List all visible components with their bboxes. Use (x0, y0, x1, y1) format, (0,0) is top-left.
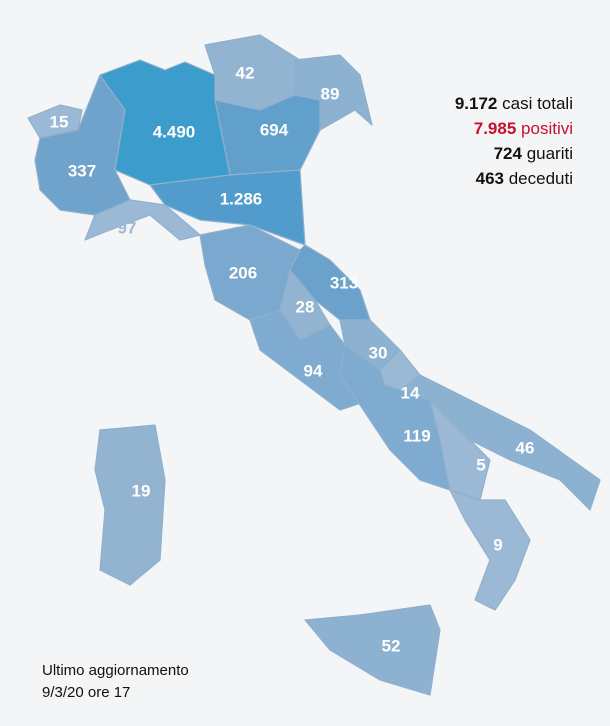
summary: 9.172 casi totali 7.985 positivi 724 gua… (455, 94, 573, 188)
footer-line: Ultimo aggiornamento (42, 662, 189, 679)
sardegna (94, 424, 166, 586)
region-value: 119 (403, 426, 430, 445)
summary-number: 724 (494, 144, 523, 163)
summary-number: 7.985 (474, 119, 517, 138)
summary-label: guariti (527, 144, 573, 163)
region-value: 1.286 (220, 189, 263, 208)
region-value: 19 (132, 481, 151, 500)
region-value: 28 (296, 297, 315, 316)
region-value: 5 (476, 455, 485, 474)
region-value: 337 (68, 161, 96, 180)
region-value: 694 (260, 120, 289, 139)
summary-line: 7.985 positivi (474, 119, 573, 138)
region-value: 30 (369, 343, 388, 362)
region-value: 46 (516, 438, 535, 457)
puglia (399, 374, 601, 511)
regions (27, 34, 601, 696)
basilicata (429, 399, 491, 501)
sicilia (304, 604, 441, 696)
region-value: 9 (493, 535, 502, 554)
liguria (84, 199, 201, 241)
summary-number: 463 (476, 169, 504, 188)
region-value: 206 (229, 263, 257, 282)
calabria (449, 489, 531, 611)
summary-line: 724 guariti (494, 144, 573, 163)
region-value: 14 (401, 383, 420, 402)
summary-number: 9.172 (455, 94, 498, 113)
region-value: 313 (330, 273, 358, 292)
valle-d-aosta (27, 104, 83, 139)
region-value: 94 (304, 361, 323, 380)
summary-label: deceduti (509, 169, 573, 188)
region-value: 89 (321, 84, 340, 103)
emilia-romagna (149, 169, 306, 246)
region-value: 97 (118, 218, 137, 237)
region-value: 42 (236, 63, 255, 82)
region-value: 52 (382, 636, 401, 655)
summary-label: positivi (521, 119, 573, 138)
summary-label: casi totali (502, 94, 573, 113)
summary-line: 463 deceduti (476, 169, 573, 188)
region-labels: 15 337 97 4.490 42 694 89 1.286 206 313 … (50, 63, 535, 655)
footer-line: 9/3/20 ore 17 (42, 684, 130, 701)
region-value: 15 (50, 112, 69, 131)
region-value: 4.490 (153, 122, 196, 141)
summary-line: 9.172 casi totali (455, 94, 573, 113)
friuli (294, 54, 373, 131)
